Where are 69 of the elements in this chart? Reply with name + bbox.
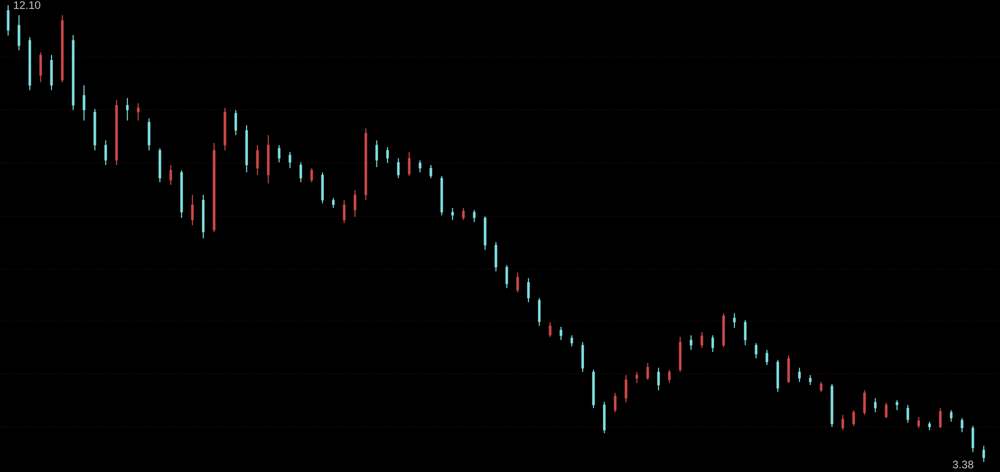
candlestick [668, 369, 671, 384]
candlestick [820, 381, 822, 392]
candlestick [126, 97, 129, 121]
candlestick [657, 367, 660, 391]
candlestick [136, 102, 140, 121]
candlestick [884, 402, 888, 419]
candlestick [798, 367, 801, 382]
candlestick [636, 371, 638, 384]
candlestick [354, 190, 356, 218]
candlestick [700, 332, 704, 348]
candlestick [863, 390, 866, 416]
candlestick [169, 164, 172, 186]
candlestick [342, 200, 346, 224]
candlestick [560, 326, 562, 340]
candlestick [300, 162, 302, 183]
candlestick [646, 362, 649, 380]
candlestick [451, 207, 454, 221]
candlestick [711, 334, 714, 353]
candlestick [505, 264, 508, 289]
candlestick [82, 84, 86, 121]
candlestick [766, 349, 768, 366]
candlestick [494, 242, 498, 272]
candlestick [581, 342, 584, 372]
candlestick [18, 14, 20, 51]
candlestick [950, 410, 952, 422]
candlestick [516, 272, 519, 293]
candlestick [960, 418, 964, 433]
candlestick [430, 164, 432, 179]
candlestick [39, 52, 42, 83]
candlestick [548, 322, 552, 338]
annotation: 3.38 [952, 460, 974, 468]
candlestick [408, 151, 410, 177]
candlestick [906, 404, 910, 424]
candlestick [939, 408, 942, 428]
candlestick [418, 160, 422, 173]
candlestick [278, 144, 280, 163]
candlestick [896, 400, 898, 411]
candlestick [310, 168, 313, 183]
candlestick [256, 144, 259, 176]
candlestick [982, 445, 986, 463]
candlestick [332, 198, 335, 208]
candlestick [690, 334, 692, 350]
candlestick [288, 151, 292, 169]
candlestick [624, 374, 628, 403]
candlestick [462, 207, 465, 221]
candlestick [614, 392, 616, 413]
candlestick [972, 425, 974, 453]
candlestick [852, 410, 855, 426]
candlestick [744, 320, 747, 346]
candlestick [917, 416, 920, 428]
candlestick [104, 140, 107, 166]
candlestick [148, 118, 150, 151]
candlestick [733, 312, 736, 328]
candlestick [874, 398, 877, 413]
candlestick [397, 158, 400, 179]
candlestick [538, 298, 541, 326]
candlestick [527, 278, 530, 303]
candlestick [570, 334, 574, 347]
candlestick [191, 194, 194, 226]
candlestick [375, 140, 378, 168]
candlestick [754, 342, 758, 359]
candlestick [472, 210, 476, 223]
candlestick [842, 414, 844, 431]
candlestick [809, 374, 812, 386]
candlestick [234, 110, 238, 136]
candlestick [787, 354, 790, 384]
annotation: 12.10 [14, 1, 40, 9]
candlestick [386, 146, 389, 164]
candlestick [6, 4, 10, 36]
